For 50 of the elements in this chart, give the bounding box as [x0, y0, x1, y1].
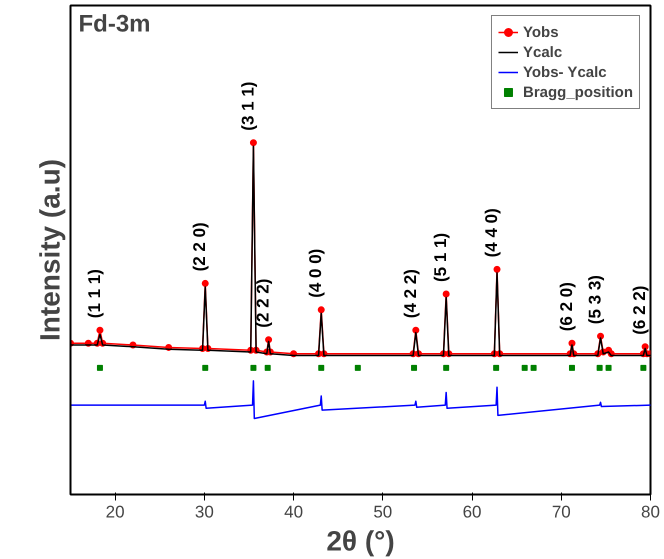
annotation: (4 0 0): [306, 248, 326, 298]
point: [411, 364, 418, 371]
point: [202, 364, 208, 371]
legend-label: Ycalc: [522, 44, 562, 60]
x-tick-label: 20: [106, 502, 125, 522]
x-tick-label: 50: [373, 502, 392, 522]
annotation: (3 1 1): [238, 82, 258, 131]
point: [318, 306, 325, 314]
point: [354, 364, 361, 371]
x-tick-label: 30: [194, 502, 214, 522]
point: [642, 343, 649, 350]
legend-label: Yobs- Ycalc: [522, 64, 607, 80]
annotation: (4 4 0): [482, 208, 502, 258]
y-axis-title: Intensity (a.u): [34, 158, 66, 342]
point: [596, 364, 603, 371]
point: [597, 332, 604, 340]
x-tick-label: 60: [462, 502, 482, 522]
annotation: (4 2 2): [400, 269, 420, 318]
point: [522, 364, 528, 371]
text: Fd-3m: [78, 10, 150, 38]
x-tick-label: 70: [552, 502, 571, 522]
point: [412, 326, 420, 334]
point: [250, 139, 257, 146]
point: [250, 364, 256, 371]
legend-label: Yobs: [522, 24, 559, 40]
annotation: (2 2 2): [254, 278, 273, 328]
point: [96, 326, 104, 334]
annotation: (6 2 0): [556, 282, 576, 332]
annotation: (1 1 1): [84, 269, 104, 318]
x-axis-title: 2θ (°): [326, 526, 395, 556]
point: [493, 364, 500, 371]
annotation: (5 3 3): [586, 275, 605, 324]
point: [494, 266, 501, 273]
x-tick-label: 80: [641, 502, 660, 522]
point: [568, 340, 576, 347]
point: [606, 364, 612, 371]
point: [568, 364, 575, 371]
legend-label: Bragg_position: [522, 84, 633, 100]
point: [96, 364, 103, 371]
annotation: (2 2 0): [190, 222, 210, 272]
point: [640, 364, 646, 371]
point: [202, 280, 209, 287]
point: [264, 364, 271, 371]
point: [530, 364, 537, 371]
point: [318, 364, 324, 371]
annotation: (6 2 2): [630, 286, 650, 335]
point: [443, 364, 450, 371]
x-tick-label: 40: [284, 502, 304, 522]
annotation: (5 1 1): [431, 232, 450, 282]
point: [442, 290, 450, 298]
